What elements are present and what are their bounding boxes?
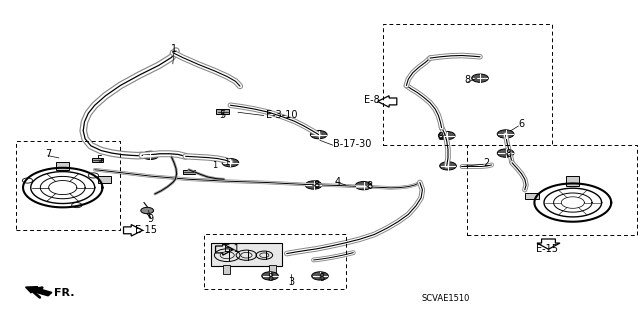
Bar	[223, 265, 230, 274]
Bar	[525, 193, 539, 199]
Circle shape	[142, 151, 159, 160]
Text: 1: 1	[212, 161, 217, 170]
Bar	[269, 265, 276, 274]
Text: 8: 8	[437, 132, 444, 142]
Circle shape	[472, 74, 488, 82]
Text: B-17-30: B-17-30	[333, 138, 371, 149]
Text: E-1: E-1	[225, 244, 240, 255]
Text: 8: 8	[506, 149, 512, 159]
Text: 9: 9	[147, 213, 154, 224]
Circle shape	[141, 207, 154, 214]
Circle shape	[222, 159, 239, 167]
Bar	[56, 162, 69, 170]
Bar	[211, 243, 282, 266]
Text: 8: 8	[268, 272, 274, 283]
Circle shape	[440, 162, 456, 170]
Circle shape	[497, 130, 514, 138]
Text: E-3-10: E-3-10	[266, 110, 297, 121]
Circle shape	[72, 203, 82, 208]
Circle shape	[262, 272, 278, 280]
Circle shape	[312, 272, 328, 280]
Text: FR.: FR.	[54, 288, 75, 298]
FancyArrow shape	[26, 286, 52, 296]
Text: E-8: E-8	[364, 95, 380, 106]
Text: 1: 1	[171, 44, 177, 55]
Text: 1: 1	[225, 158, 230, 167]
Text: 8: 8	[318, 272, 324, 283]
Text: 8: 8	[367, 181, 373, 191]
Text: 8: 8	[314, 180, 320, 190]
Text: 5: 5	[96, 155, 102, 165]
Text: 2: 2	[483, 158, 490, 168]
Bar	[92, 158, 103, 162]
Circle shape	[355, 182, 372, 190]
Text: 7: 7	[45, 149, 51, 159]
Text: 4: 4	[335, 177, 341, 187]
Text: 8: 8	[464, 75, 470, 85]
Bar	[183, 170, 195, 174]
Text: E-15: E-15	[135, 225, 157, 235]
Bar	[216, 109, 229, 114]
Bar	[98, 176, 111, 183]
Circle shape	[438, 131, 455, 140]
Text: 6: 6	[518, 119, 525, 130]
Bar	[566, 176, 579, 186]
Circle shape	[305, 181, 322, 189]
Text: SCVAE1510: SCVAE1510	[421, 294, 470, 303]
Text: E-15: E-15	[536, 244, 558, 255]
Circle shape	[310, 130, 327, 139]
Text: 3: 3	[288, 277, 294, 287]
Circle shape	[88, 173, 99, 178]
Circle shape	[497, 149, 514, 157]
Text: 5: 5	[220, 110, 226, 120]
Circle shape	[22, 178, 33, 183]
